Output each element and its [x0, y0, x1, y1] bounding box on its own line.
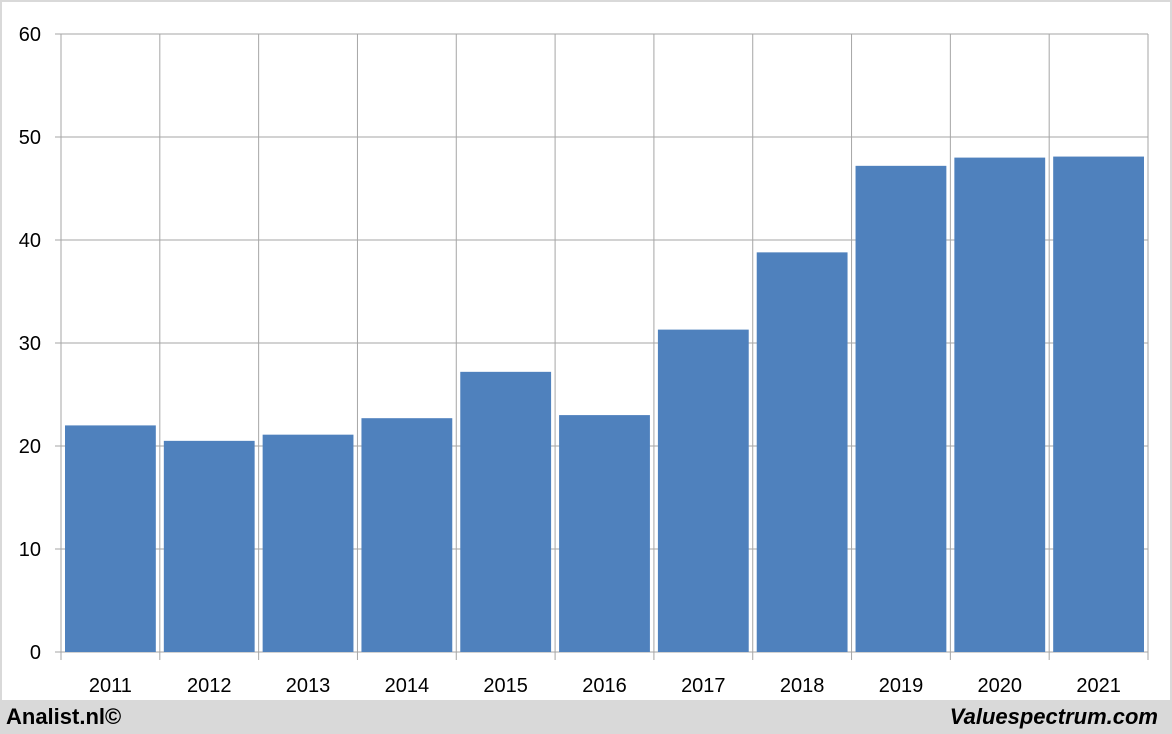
valuespectrum-credit: Valuespectrum.com [949, 704, 1158, 729]
x-tick-label: 2013 [286, 675, 331, 697]
bar-2020 [954, 157, 1046, 652]
bar-2015 [460, 371, 552, 652]
y-tick-label: 30 [19, 333, 41, 355]
bar-2017 [657, 329, 749, 652]
x-tick-label: 2014 [385, 675, 430, 697]
x-tick-label: 2018 [780, 675, 825, 697]
x-tick-label: 2011 [89, 675, 132, 697]
y-tick-label: 0 [30, 642, 41, 664]
analist-credit: Analist.nl© [6, 704, 122, 729]
x-tick-label: 2016 [582, 675, 627, 697]
y-tick-label: 10 [19, 539, 41, 561]
x-tick-label: 2012 [187, 675, 232, 697]
x-tick-label: 2017 [681, 675, 726, 697]
y-tick-label: 50 [19, 127, 41, 149]
bar-2019 [855, 165, 947, 652]
x-tick-label: 2021 [1076, 675, 1121, 697]
x-tick-label: 2019 [879, 675, 924, 697]
bar-2018 [756, 252, 848, 653]
bar-2011 [65, 425, 156, 652]
x-tick-label: 2015 [483, 675, 528, 697]
y-tick-label: 40 [19, 230, 41, 252]
x-tick-label: 2020 [978, 675, 1023, 697]
bar-2016 [559, 415, 650, 652]
y-tick-label: 60 [19, 24, 41, 46]
bar-2012 [163, 440, 255, 652]
bar-2013 [262, 434, 354, 652]
bar-2014 [361, 418, 453, 652]
bar-2021 [1053, 156, 1144, 652]
y-tick-label: 20 [19, 436, 41, 458]
